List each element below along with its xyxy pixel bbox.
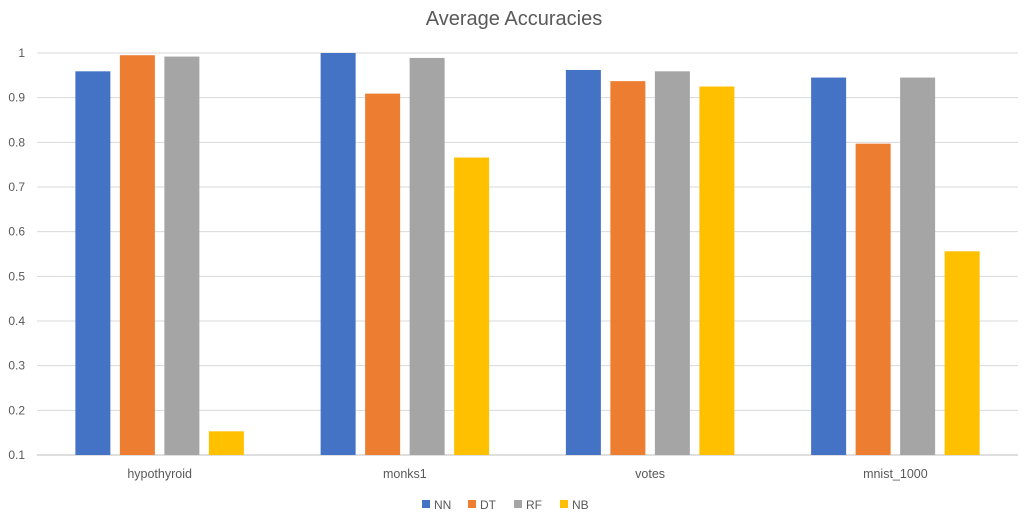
bar-rf-hypothyroid	[164, 56, 200, 455]
bar-dt-hypothyroid	[119, 55, 155, 455]
legend-swatch-nn	[422, 500, 430, 508]
y-tick-label: 0.8	[8, 135, 25, 149]
legend-label-rf: RF	[526, 498, 542, 512]
x-category-label: monks1	[383, 467, 427, 481]
bar-dt-monks1	[365, 93, 401, 455]
y-tick-label: 0.1	[8, 448, 25, 462]
chart-title: Average Accuracies	[426, 8, 602, 30]
y-tick-label: 0.7	[8, 180, 25, 194]
gridlines	[37, 52, 1018, 456]
x-category-label: votes	[635, 467, 665, 481]
y-tick-label: 1	[18, 46, 25, 60]
y-tick-label: 0.3	[8, 359, 25, 373]
x-category-label: hypothyroid	[127, 467, 192, 481]
bar-nn-votes	[565, 69, 601, 456]
legend-swatch-nb	[560, 500, 568, 508]
legend: NN DT RF NB	[422, 498, 589, 512]
bar-nn-mnist-1000	[811, 77, 847, 456]
bar-nn-monks1	[320, 53, 356, 455]
y-tick-label: 0.2	[8, 403, 25, 417]
legend-swatch-rf	[514, 500, 522, 508]
bar-dt-votes	[610, 81, 646, 455]
legend-swatch-dt	[468, 500, 476, 508]
y-tick-label: 0.6	[8, 225, 25, 239]
y-tick-label: 0.5	[8, 269, 25, 283]
legend-label-nb: NB	[572, 498, 589, 512]
bar-nb-votes	[699, 86, 735, 455]
bar-dt-mnist-1000	[855, 143, 891, 455]
bar-nb-monks1	[454, 157, 490, 455]
y-axis-ticks: 0.1 0.2 0.3 0.4 0.5 0.6 0.7 0.8 0.9 1	[8, 46, 25, 462]
x-category-label: mnist_1000	[863, 467, 928, 481]
bar-rf-votes	[654, 71, 690, 456]
bar-nb-mnist-1000	[944, 251, 980, 455]
y-tick-label: 0.9	[8, 91, 25, 105]
legend-label-nn: NN	[434, 498, 451, 512]
bar-rf-mnist-1000	[900, 77, 936, 456]
x-axis-categories: hypothyroid monks1 votes mnist_1000	[127, 467, 927, 481]
bars	[75, 53, 980, 456]
bar-nb-hypothyroid	[208, 431, 244, 455]
bar-nn-hypothyroid	[75, 71, 111, 456]
legend-label-dt: DT	[480, 498, 497, 512]
bar-rf-monks1	[409, 57, 445, 456]
y-tick-label: 0.4	[8, 314, 25, 328]
